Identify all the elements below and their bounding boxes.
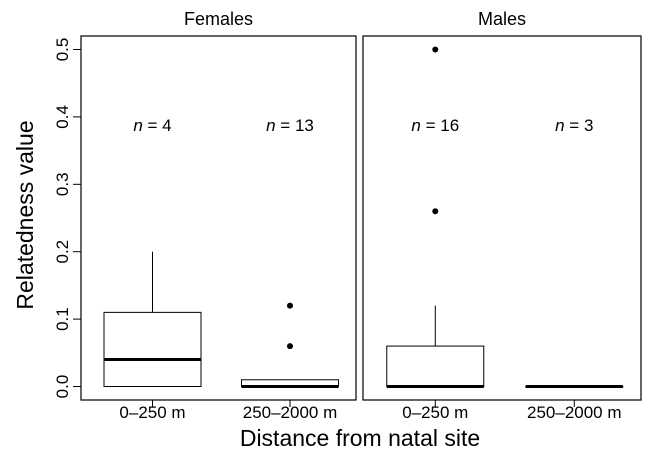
panel-males: Males n = 16 0–250 m n = 3 250–2000 m — [362, 9, 642, 422]
outlier-point — [287, 302, 293, 309]
y-tick-label: 0.4 — [53, 105, 72, 129]
x-tick-label: 250–2000 m — [527, 403, 622, 422]
x-tick-label: 0–250 m — [119, 403, 185, 422]
x-axis-title: Distance from natal site — [240, 425, 480, 451]
panel-title: Females — [184, 9, 253, 29]
y-tick-label: 0.2 — [53, 240, 72, 264]
y-tick-label: 0.0 — [53, 375, 72, 399]
n-label: n = 3 — [555, 116, 593, 135]
outlier-point — [287, 343, 293, 350]
x-tick-label: 0–250 m — [402, 403, 468, 422]
outlier-point — [432, 46, 439, 53]
box — [386, 345, 485, 388]
y-tick-label: 0.1 — [53, 307, 72, 331]
panel-border — [362, 35, 642, 401]
n-label: n = 16 — [411, 116, 459, 135]
box-group: n = 3 250–2000 m — [525, 116, 624, 422]
n-label: n = 13 — [266, 116, 314, 135]
panel-females: Females n = 4 0–250 m n = 13 250–2000 m — [80, 9, 357, 422]
y-tick-label: 0.3 — [53, 172, 72, 196]
n-label: n = 4 — [133, 116, 171, 135]
x-tick-label: 250–2000 m — [243, 403, 338, 422]
box-group: n = 4 0–250 m — [103, 116, 202, 422]
outlier-point — [432, 208, 439, 215]
box-group: n = 13 250–2000 m — [241, 116, 339, 422]
y-axis: 0.0 0.1 0.2 0.3 0.4 0.5 — [53, 38, 81, 399]
panel-title: Males — [478, 9, 526, 29]
y-axis-title: Relatedness value — [12, 120, 38, 309]
box — [103, 311, 202, 388]
y-tick-label: 0.5 — [53, 38, 72, 62]
panel-border — [80, 35, 357, 401]
box-group: n = 16 0–250 m — [386, 46, 485, 422]
